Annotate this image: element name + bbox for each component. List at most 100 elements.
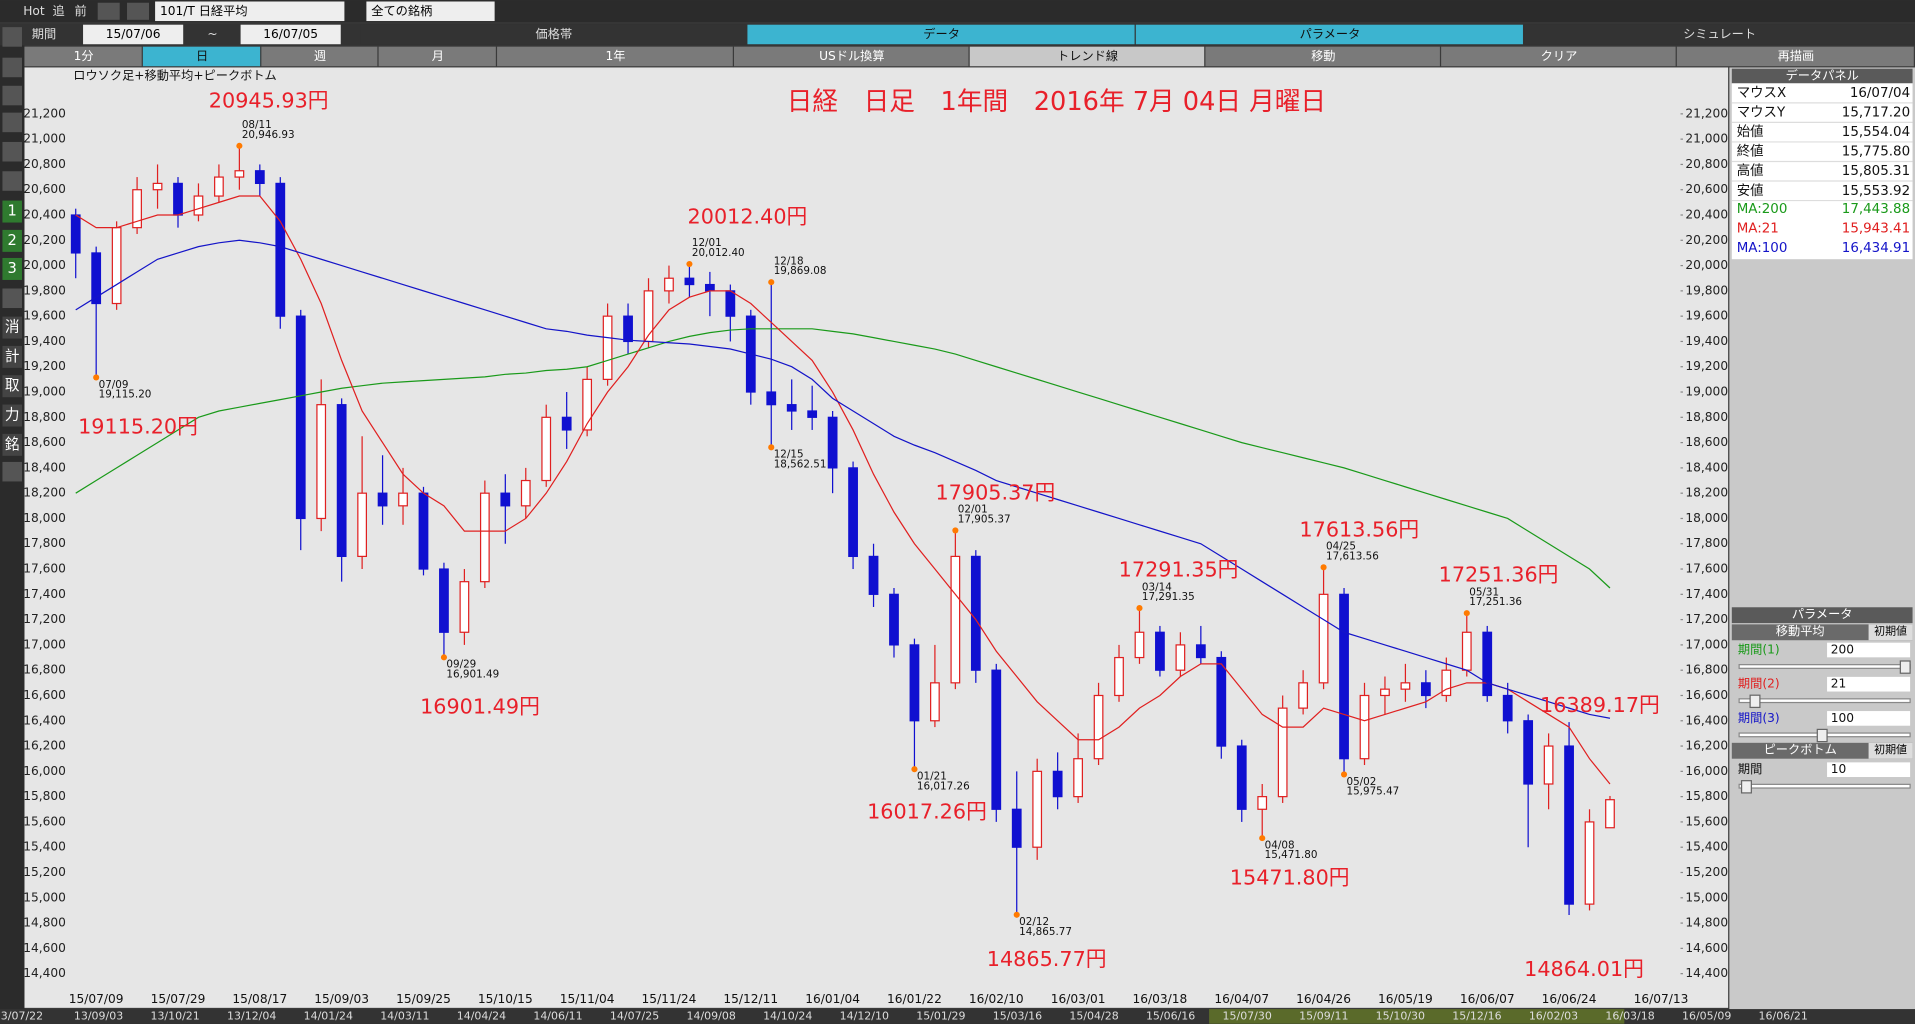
tool-icon[interactable]	[2, 375, 22, 398]
button[interactable]	[24, 46, 142, 67]
ma-reset[interactable]	[1868, 624, 1913, 641]
button-label[interactable]: 再描画	[1778, 49, 1815, 63]
from-box[interactable]	[83, 24, 184, 45]
x-tick-label: 15/09/03	[314, 992, 369, 1006]
tool-icon[interactable]	[2, 112, 22, 133]
param-input[interactable]	[1827, 676, 1911, 692]
button-label[interactable]: USドル換算	[819, 48, 885, 63]
button-label[interactable]: トレンド線	[1057, 48, 1118, 63]
scroller-range[interactable]	[1209, 1009, 1625, 1024]
scroller-date: 13/12/04	[227, 1009, 276, 1022]
tool-label[interactable]: 銘	[5, 436, 20, 453]
button[interactable]	[1441, 46, 1676, 67]
tool-icon[interactable]	[2, 316, 22, 339]
back-arrow[interactable]	[97, 2, 120, 20]
button-label[interactable]: 移動	[1311, 49, 1335, 63]
tool-icon[interactable]	[2, 288, 22, 309]
candle-body	[214, 176, 224, 197]
y-tick-label: 20,600	[23, 182, 66, 196]
symbol-box[interactable]	[155, 1, 345, 22]
ma-title: 移動平均	[1776, 624, 1825, 638]
tool-icon[interactable]	[2, 229, 22, 252]
tool-icon[interactable]	[2, 57, 22, 78]
peak-reset[interactable]	[1868, 742, 1913, 759]
x-tick-label: 15/11/04	[560, 992, 615, 1006]
button[interactable]	[1205, 46, 1440, 67]
button[interactable]	[497, 46, 733, 67]
tool-label[interactable]: 1	[8, 203, 17, 220]
tool-icon[interactable]	[2, 461, 22, 482]
tab[interactable]	[1135, 24, 1523, 45]
y-tick-label: 18,800	[23, 410, 66, 424]
slider-track[interactable]	[1738, 783, 1911, 789]
x-tick-label: 15/11/24	[642, 992, 697, 1006]
button-label[interactable]: 1分	[74, 49, 94, 63]
tool-label[interactable]: 計	[5, 348, 20, 365]
tab-label[interactable]: データ	[923, 26, 960, 41]
candle-body	[1032, 770, 1043, 848]
button-label[interactable]: 1年	[606, 49, 626, 63]
tab[interactable]	[747, 24, 1135, 45]
peak-value: 15,975.47	[1346, 786, 1399, 798]
tab-label[interactable]: 価格帯	[536, 26, 573, 41]
slider-knob[interactable]	[1749, 694, 1761, 709]
prev-button[interactable]: 前	[74, 3, 86, 18]
peak-value: 19,869.08	[774, 265, 827, 277]
candle-body	[70, 214, 81, 254]
x-tick-label: 16/05/19	[1378, 992, 1433, 1006]
slider-track[interactable]	[1738, 664, 1911, 669]
tool-icon[interactable]	[2, 141, 22, 162]
scroller-date: 13/09/03	[74, 1009, 123, 1022]
peak-value: 14,865.77	[1019, 926, 1072, 938]
add-button[interactable]: 追	[53, 3, 65, 18]
peak-dot	[440, 654, 447, 661]
button-label[interactable]: クリア	[1541, 49, 1578, 63]
tool-icon[interactable]	[2, 171, 22, 191]
tool-label[interactable]: 消	[5, 319, 20, 336]
tool-icon[interactable]	[2, 27, 22, 47]
button[interactable]	[378, 46, 496, 67]
param-input[interactable]	[1827, 711, 1911, 726]
tab-label[interactable]: パラメータ	[1300, 27, 1361, 41]
button[interactable]	[734, 46, 969, 67]
tool-icon[interactable]	[2, 200, 22, 223]
to-box[interactable]	[240, 24, 341, 45]
tool-icon[interactable]	[2, 257, 22, 280]
tool-label[interactable]: 力	[5, 407, 20, 424]
slider-knob[interactable]	[1816, 728, 1828, 743]
universe-box[interactable]	[366, 1, 495, 22]
ma-reset-label[interactable]: 初期値	[1874, 624, 1907, 638]
button[interactable]	[142, 46, 261, 67]
button-label[interactable]: 週	[314, 49, 326, 63]
tab-label[interactable]: シミュレート	[1683, 27, 1756, 41]
peak-reset-label[interactable]: 初期値	[1874, 742, 1907, 756]
button-label[interactable]: 日	[196, 49, 208, 63]
button-label[interactable]: 月	[432, 49, 444, 63]
tab[interactable]	[1524, 24, 1914, 45]
y-tick-label-right: 18,600	[1685, 435, 1728, 449]
button[interactable]	[1676, 46, 1914, 67]
scroller-date: 15/04/28	[1069, 1009, 1118, 1022]
hot-button[interactable]: Hot	[23, 4, 45, 18]
slider-knob[interactable]	[1740, 780, 1752, 794]
tool-label[interactable]: 2	[8, 232, 17, 249]
tool-icon[interactable]	[2, 345, 22, 368]
tool-icon[interactable]	[2, 404, 22, 427]
param-input[interactable]	[1827, 642, 1911, 658]
candle-body	[1400, 682, 1411, 690]
peak-value: 17,291.35	[1142, 591, 1195, 603]
slider-knob[interactable]	[1899, 660, 1911, 674]
param-value: 100	[1831, 711, 1854, 725]
tool-label[interactable]: 取	[5, 377, 20, 394]
param-input[interactable]	[1827, 762, 1911, 778]
y-tick-label-right: 15,200	[1685, 865, 1728, 879]
tool-label[interactable]: 3	[8, 260, 17, 277]
forward-arrow[interactable]	[127, 2, 149, 20]
button[interactable]	[261, 46, 378, 67]
tool-icon[interactable]	[2, 433, 22, 456]
button[interactable]	[969, 46, 1205, 67]
panel-label: 終値	[1737, 144, 1764, 160]
slider-track[interactable]	[1738, 698, 1911, 704]
tool-icon[interactable]	[2, 85, 22, 106]
tab[interactable]	[360, 24, 747, 45]
